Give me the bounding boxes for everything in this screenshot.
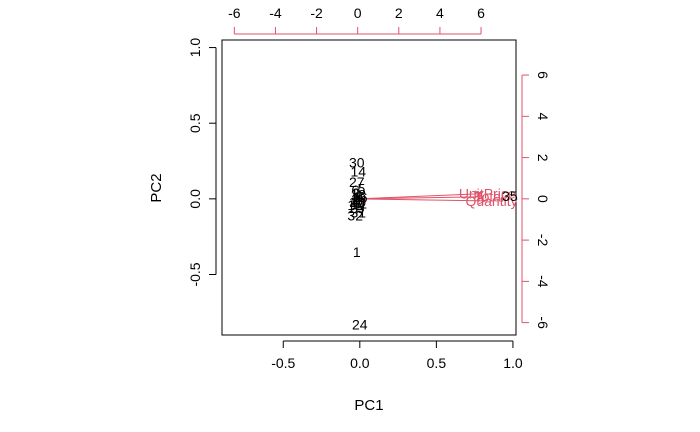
x-tick-label: -0.5 <box>271 355 295 371</box>
point-label: 31 <box>350 204 366 220</box>
y-tick-label: 0.5 <box>187 113 203 133</box>
point-label: 32 <box>347 207 363 223</box>
y-tick-label: -0.5 <box>187 262 203 286</box>
top-tick-label: -4 <box>269 5 282 21</box>
loading-arrow <box>357 193 482 200</box>
right-tick-label: 2 <box>535 154 551 162</box>
top-tick-label: 2 <box>395 5 403 21</box>
plot-frame <box>221 39 517 336</box>
right-axis: 6 4 2 0 -2 -4 -6 <box>521 71 551 329</box>
top-axis: -6 -4 -2 0 2 4 6 <box>228 5 485 35</box>
point-label: 24 <box>352 316 368 332</box>
x-axis-label: PC1 <box>354 397 383 414</box>
point-label: 15 <box>349 194 365 210</box>
point-label: 6 <box>351 182 359 198</box>
right-tick-label: -2 <box>535 234 551 247</box>
right-tick-label: 6 <box>535 71 551 79</box>
point-label: 16 <box>352 189 368 205</box>
top-tick-label: -6 <box>228 5 241 21</box>
top-tick-label: -2 <box>310 5 323 21</box>
loading-arrowhead <box>474 190 483 198</box>
loading-label: Total <box>475 189 505 205</box>
top-tick-label: 6 <box>477 5 485 21</box>
left-axis: -0.5 0.0 0.5 1.0 <box>187 38 217 287</box>
x-tick-label: 0.5 <box>427 355 447 371</box>
point-label: 18 <box>350 186 366 202</box>
bottom-axis: -0.5 0.0 0.5 1.0 <box>271 340 523 371</box>
point-label: 5 <box>357 180 365 196</box>
point-label: 3 <box>353 185 361 201</box>
point-label: 12 <box>347 197 363 213</box>
point-label: 11 <box>353 195 368 211</box>
point-label: 35 <box>502 188 518 204</box>
point-label: 25 <box>349 200 365 216</box>
point-label: 2 <box>351 191 359 207</box>
x-tick-label: 0.0 <box>350 355 370 371</box>
loading-arrow <box>357 196 484 200</box>
point-label: 10 <box>350 194 366 210</box>
right-tick-label: 4 <box>535 112 551 120</box>
loading-arrowhead <box>478 197 487 205</box>
right-tick-label: 0 <box>535 195 551 203</box>
point-label: 8 <box>356 188 364 204</box>
point-label: 27 <box>349 174 365 190</box>
point-label: 30 <box>349 155 365 171</box>
right-tick-label: -4 <box>535 275 551 288</box>
loading-arrow <box>357 198 486 202</box>
y-tick-label: 1.0 <box>187 38 203 58</box>
top-tick-label: 4 <box>436 5 444 21</box>
point-label: 14 <box>350 164 366 180</box>
y-tick-label: 0.0 <box>187 189 203 209</box>
loading-arrowhead <box>476 193 485 201</box>
y-axis-label: PC2 <box>148 173 165 202</box>
right-tick-label: -6 <box>535 316 551 329</box>
point-label: 1 <box>353 244 361 260</box>
top-tick-label: 0 <box>354 5 362 21</box>
point-label: 9 <box>353 192 361 208</box>
x-tick-label: 1.0 <box>503 355 523 371</box>
